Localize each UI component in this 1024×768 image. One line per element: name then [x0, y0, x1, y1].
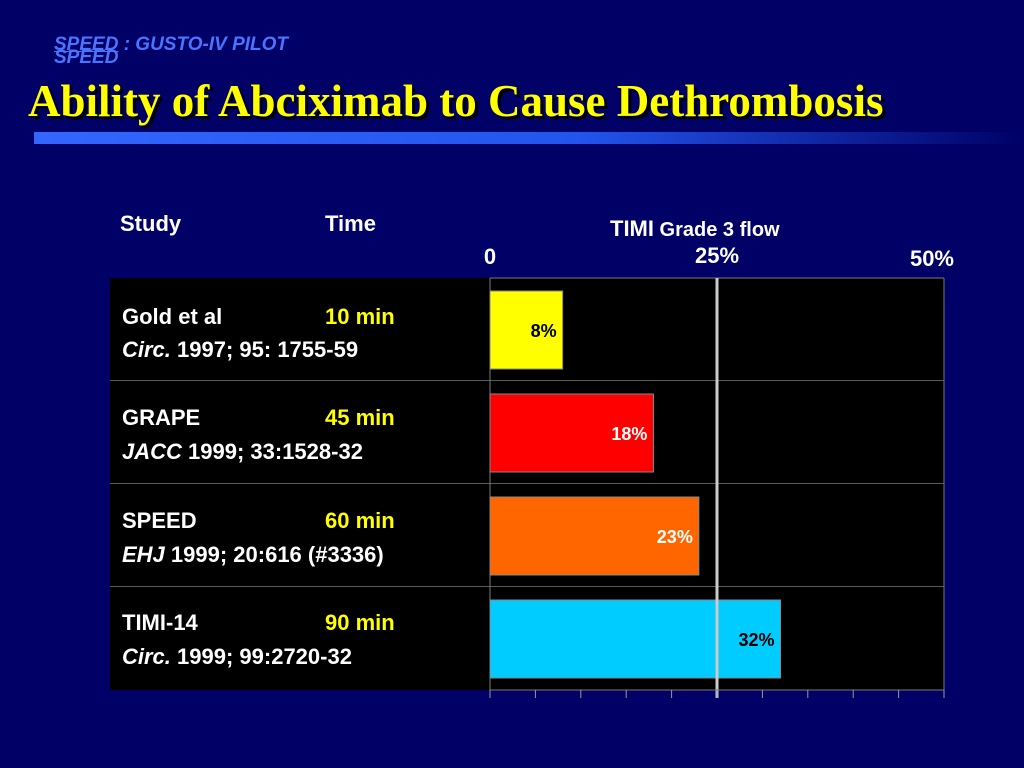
citation-detail: 1999; 99:2720-32: [170, 644, 352, 669]
bar-value-label: 23%: [657, 527, 693, 547]
section-kicker: SPEED : GUSTO-IV PILOT SPEED: [54, 34, 289, 68]
x-tick-label: 25%: [695, 243, 739, 268]
study-column-header: Study: [120, 211, 182, 236]
title-divider: [34, 132, 1024, 144]
citation-detail: 1999; 33:1528-32: [181, 439, 363, 464]
journal-name: Circ.: [122, 644, 171, 669]
bar-speed: [489, 496, 700, 576]
citation: Circ. 1997; 95: 1755-59: [122, 334, 358, 366]
bar-value-label: 32%: [739, 630, 775, 650]
study-name: Gold et al: [122, 304, 223, 329]
chart-title-sub: Grade 3 flow: [654, 219, 780, 241]
row-divider: [110, 586, 944, 587]
x-tick-label: 0: [484, 244, 496, 269]
x-tick-label: 50%: [910, 246, 954, 271]
row-divider: [110, 380, 944, 381]
bar-gold-et-al: [489, 290, 564, 370]
kicker-link[interactable]: SPEED: [54, 34, 119, 55]
time-value: 45 min: [325, 405, 395, 430]
bar-value-label: 8%: [531, 321, 557, 341]
row-divider: [110, 483, 944, 484]
time-value: 90 min: [325, 610, 395, 635]
citation: EHJ 1999; 20:616 (#3336): [122, 539, 384, 571]
time-value: 10 min: [325, 304, 395, 329]
bar-value-label: 18%: [611, 424, 647, 444]
citation: JACC 1999; 33:1528-32: [122, 436, 363, 468]
citation-detail: 1997; 95: 1755-59: [170, 337, 359, 362]
bar-timi-14: [489, 599, 782, 679]
journal-name: JACC: [122, 439, 182, 464]
time-column-header: Time: [325, 211, 376, 236]
kicker-rest: : GUSTO-IV PILOT: [118, 34, 289, 55]
study-name: SPEED: [122, 508, 197, 533]
bar-grape: [489, 393, 654, 473]
study-name: TIMI-14: [122, 610, 198, 635]
citation: Circ. 1999; 99:2720-32: [122, 641, 352, 673]
chart-title: TIMI Grade 3 flow: [610, 216, 780, 242]
slide-title: Ability of Abciximab to Cause Dethrombos…: [28, 76, 884, 126]
journal-name: Circ.: [122, 337, 171, 362]
study-name: GRAPE: [122, 405, 201, 430]
journal-name: EHJ: [122, 542, 165, 567]
kicker-ghost-text: SPEED: [54, 47, 119, 68]
citation-detail: 1999; 20:616 (#3336): [164, 542, 384, 567]
time-value: 60 min: [325, 508, 395, 533]
chart-title-main: TIMI: [610, 216, 654, 241]
